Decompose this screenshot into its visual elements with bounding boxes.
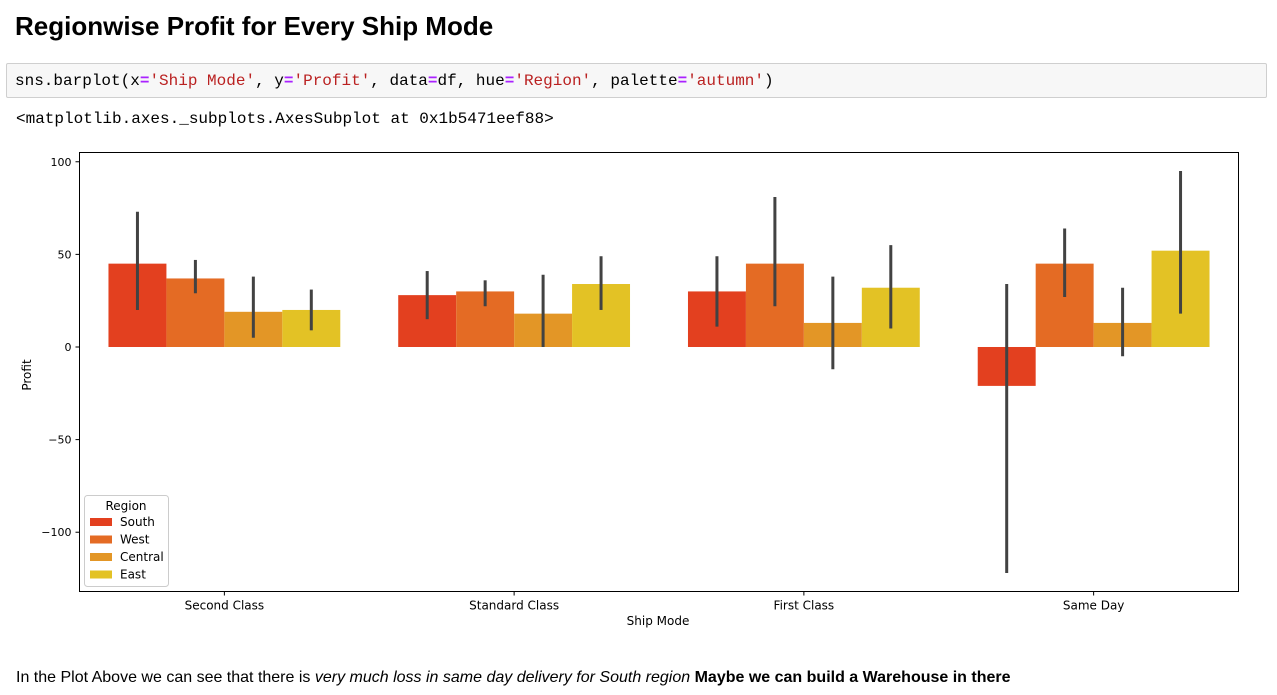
paragraph-italic-text: very much loss in same day delivery for … xyxy=(314,669,691,686)
legend: Region South West Central East xyxy=(84,495,169,587)
analysis-paragraph: In the Plot Above we can see that there … xyxy=(16,667,1011,689)
code-token: df, hue xyxy=(437,71,505,90)
code-token: 'autumn' xyxy=(687,71,764,90)
cell-output-text: <matplotlib.axes._subplots.AxesSubplot a… xyxy=(16,110,554,128)
x-axis-label: Ship Mode xyxy=(627,614,690,628)
code-token: , palette xyxy=(591,71,678,90)
y-tick-label: 0 xyxy=(65,341,72,354)
code-token: = xyxy=(427,71,438,90)
code-cell-input[interactable]: sns.barplot(x = 'Ship Mode', y = 'Profit', d… xyxy=(6,63,1267,98)
code-token: , y xyxy=(255,71,284,90)
legend-swatch-west xyxy=(90,535,112,544)
code-token: , data xyxy=(370,71,428,90)
code-token: = xyxy=(283,71,294,90)
legend-title: Region xyxy=(105,499,146,513)
y-tick-label: −50 xyxy=(48,434,71,447)
x-tick-label: Second Class xyxy=(185,599,265,613)
y-tick-label: −100 xyxy=(41,526,71,539)
code-token: = xyxy=(677,71,688,90)
legend-entry-west: West xyxy=(120,533,150,547)
section-heading: Regionwise Profit for Every Ship Mode xyxy=(15,11,494,41)
x-tick-label: Same Day xyxy=(1063,599,1125,613)
legend-entry-central: Central xyxy=(120,550,164,564)
code-token: 'Profit' xyxy=(293,71,371,90)
y-tick-label: 50 xyxy=(58,248,72,261)
legend-entry-east: East xyxy=(120,568,146,582)
paragraph-plain-text: In the Plot Above we can see that there … xyxy=(16,669,315,686)
code-token: ) xyxy=(764,71,774,90)
legend-swatch-south xyxy=(90,518,112,526)
code-token: = xyxy=(504,71,515,90)
x-tick-label: Standard Class xyxy=(469,599,559,613)
profit-bar-chart: 100 50 0 −50 −100 Second Class Standard Class… xyxy=(20,152,1239,628)
y-axis-label: Profit xyxy=(20,359,34,391)
code-token: 'Ship Mode' xyxy=(149,71,256,90)
axes-frame xyxy=(79,152,1239,592)
paragraph-bold-text: Maybe we can build a Warehouse in there xyxy=(694,669,1011,686)
code-token: = xyxy=(139,71,150,90)
code-token: sns.barplot(x xyxy=(15,71,140,90)
legend-entry-south: South xyxy=(120,515,155,529)
code-token: 'Region' xyxy=(514,71,592,90)
legend-swatch-central xyxy=(90,553,112,561)
y-tick-label: 100 xyxy=(51,156,72,169)
legend-swatch-east xyxy=(90,570,112,579)
x-tick-label: First Class xyxy=(774,599,835,613)
